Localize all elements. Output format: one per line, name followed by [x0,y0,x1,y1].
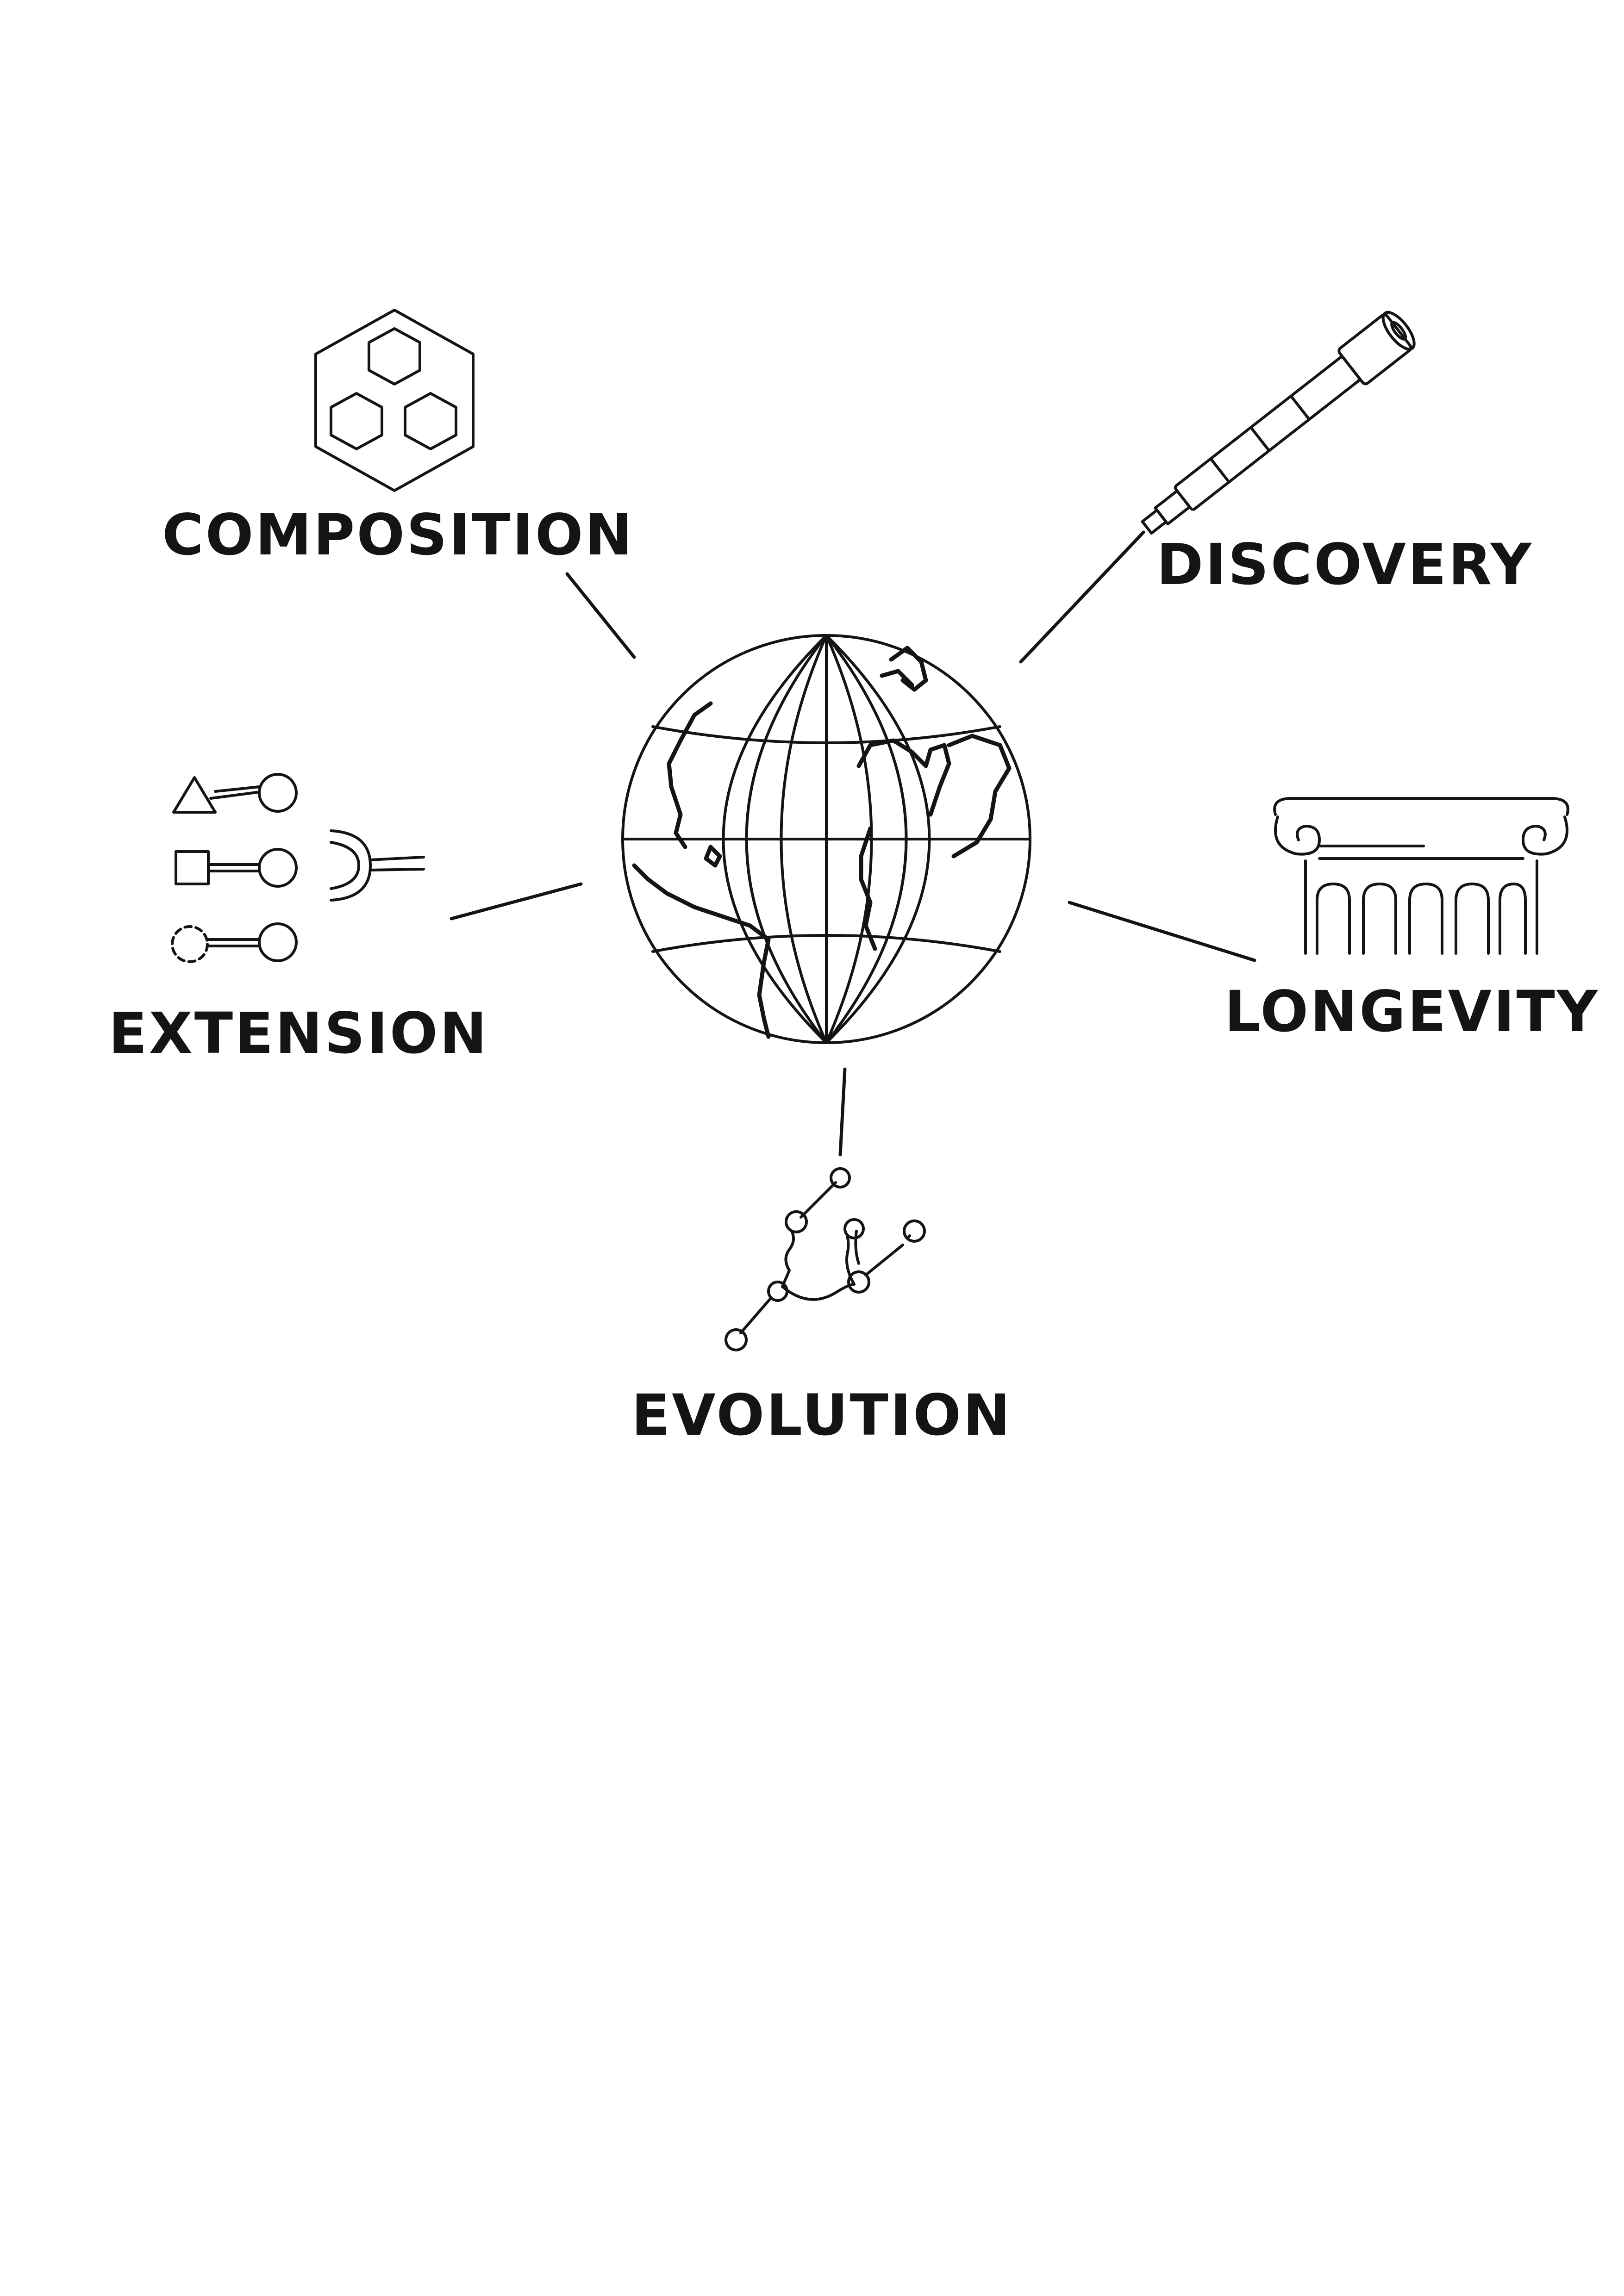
telescope-icon [1141,311,1416,535]
connector-extension [450,882,583,921]
label-composition: COMPOSITION [162,502,634,568]
label-longevity: LONGEVITY [1224,979,1599,1045]
label-extension: EXTENSION [108,1001,488,1066]
plug-connectors-icon [171,773,425,963]
hexagon-cluster-icon [314,309,475,492]
column-capital-icon [1273,797,1569,955]
connector-discovery [1019,530,1145,664]
connector-composition [565,572,636,659]
label-evolution: EVOLUTION [631,1382,1012,1448]
branching-tree-icon [725,1167,926,1351]
globe-icon [621,634,1031,1044]
label-discovery: DISCOVERY [1156,532,1533,597]
connector-evolution [838,1067,847,1157]
connector-longevity [1068,901,1256,962]
